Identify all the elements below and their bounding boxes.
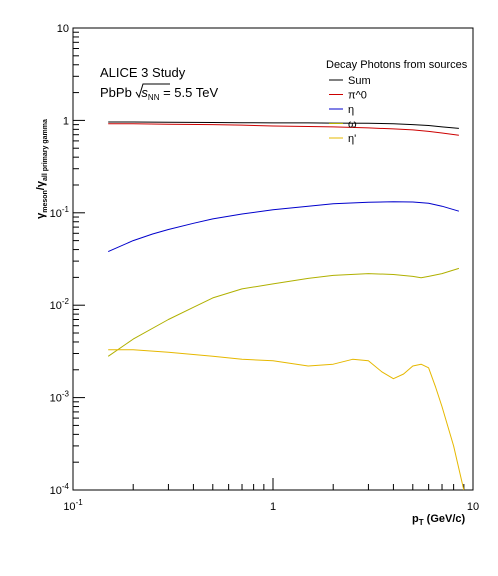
legend-label-2: η	[348, 104, 354, 116]
legend-title: Decay Photons from sources	[326, 59, 468, 71]
series-line-1	[108, 123, 459, 136]
y-axis-title-main: γ	[35, 212, 47, 219]
x-axis-title-main: p	[412, 513, 419, 525]
annotation-suffix: = 5.5 TeV	[159, 85, 218, 100]
y-tick-label: 10-4	[50, 482, 70, 497]
x-tick-labels: 10-1 1 10	[63, 498, 479, 513]
legend: Decay Photons from sources Sum π^0 ηω η'	[326, 59, 468, 145]
legend-label-3: ω	[348, 119, 357, 131]
legend-label-0: Sum	[348, 75, 371, 87]
annotation-line2: PbPb sNN = 5.5 TeV	[100, 85, 218, 102]
x-tick-label: 10	[467, 501, 479, 513]
series-line-3	[107, 267, 460, 357]
y-tick-label: 10-2	[50, 297, 70, 312]
y-tick-label: 1	[63, 115, 69, 127]
legend-label-4: η'	[348, 133, 356, 145]
axis-ticks	[72, 31, 465, 491]
y-axis-title: γmeson/γall primary gamma	[35, 119, 49, 219]
y-tick-label: 10-1	[50, 205, 70, 220]
series-line-0	[108, 121, 459, 129]
x-axis-title-sub: T	[419, 518, 424, 527]
y-axis-title-mid: /γ	[35, 180, 47, 190]
series-line-4	[108, 349, 465, 491]
y-tick-labels: 10 1 10-1 10-2 10-3 10-4	[50, 23, 70, 497]
x-tick-label: 1	[270, 501, 276, 513]
series-curves	[107, 121, 465, 491]
annotation-line1: ALICE 3 Study	[100, 65, 186, 80]
sqrt-symbol	[135, 83, 170, 99]
annotation-sqrt-sub: NN	[148, 93, 160, 102]
annotation-prefix: PbPb	[100, 85, 135, 100]
series-line-2	[107, 201, 460, 253]
y-tick-label: 10	[57, 23, 69, 35]
annotation-sqrt-s: s	[141, 85, 148, 100]
x-axis-title: pT (GeV/c)	[412, 513, 466, 527]
y-axis-title-sub1: meson	[42, 190, 49, 213]
x-axis-title-rest: (GeV/c)	[424, 513, 466, 525]
legend-entries: Sum π^0 ηω η'	[329, 75, 371, 145]
legend-label-1: π^0	[348, 90, 367, 102]
x-tick-label: 10-1	[63, 498, 83, 513]
y-tick-label: 10-3	[50, 390, 70, 405]
y-axis-title-sub2: all primary gamma	[42, 119, 49, 181]
